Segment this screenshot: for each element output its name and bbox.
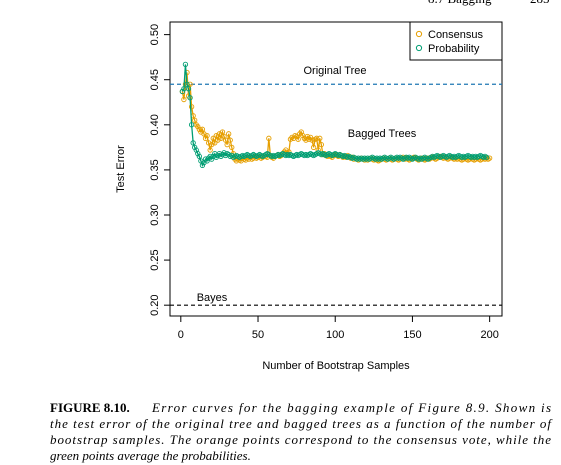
legend-marker [415, 30, 423, 38]
point [187, 95, 193, 101]
point [190, 140, 196, 146]
y-tick-label: 0.45 [149, 69, 161, 90]
y-tick-label: 0.30 [149, 204, 161, 225]
y-tick-label: 0.25 [149, 249, 161, 270]
point [209, 156, 215, 162]
plot-frame [169, 21, 503, 317]
caption-line: Error curves for the bagging example of … [151, 400, 551, 415]
point [202, 135, 209, 141]
y-axis-label: Test Error [115, 145, 127, 193]
point [199, 126, 206, 132]
point [219, 129, 226, 135]
point [286, 149, 292, 155]
caption-line: the test error of the original tree and … [50, 416, 553, 431]
annotation: Original Tree [304, 65, 367, 77]
point [188, 104, 195, 110]
annotation: Bayes [197, 292, 228, 304]
page-number: 285 [530, 0, 550, 6]
x-tick-label: 200 [480, 329, 498, 341]
running-header: 8.7 Bagging [428, 0, 492, 6]
point [182, 61, 189, 68]
legend: Consensus Probability [409, 21, 503, 61]
legend-marker [415, 44, 423, 52]
point [229, 144, 235, 151]
point [227, 137, 233, 143]
x-tick-label: 0 [178, 329, 184, 341]
caption-line: bootstrap samples. The orange points cor… [50, 432, 551, 447]
x-tick-label: 50 [252, 329, 264, 341]
annotation: Bagged Trees [348, 128, 417, 140]
x-tick-label: 150 [403, 329, 421, 341]
point [483, 154, 490, 160]
point [317, 135, 323, 141]
point [210, 135, 216, 141]
point [179, 88, 186, 95]
point [181, 96, 187, 103]
point [188, 122, 195, 128]
point [293, 133, 300, 140]
point [310, 144, 317, 151]
point [207, 153, 213, 160]
point [304, 133, 311, 140]
legend-box [409, 21, 503, 61]
point [196, 126, 202, 132]
point [221, 150, 227, 156]
y-tick-label: 0.20 [149, 294, 161, 315]
point [307, 134, 314, 141]
point [486, 155, 493, 161]
caption-line: green points average the probabilities. [50, 448, 251, 463]
point [318, 142, 324, 148]
x-tick-label: 100 [326, 329, 344, 341]
series-line [181, 72, 490, 162]
point [204, 132, 210, 139]
point [226, 131, 232, 137]
point [196, 153, 202, 160]
point [314, 135, 320, 141]
point [195, 151, 201, 157]
point [309, 137, 315, 143]
point [207, 147, 213, 153]
point [224, 142, 230, 148]
legend-label: Probability [428, 43, 480, 55]
y-tick-label: 0.40 [149, 114, 161, 135]
point [187, 81, 193, 87]
point [204, 158, 210, 164]
y-tick-label: 0.35 [149, 159, 161, 180]
series-line [181, 64, 487, 167]
point [192, 144, 198, 151]
point [192, 117, 198, 123]
point [195, 123, 201, 130]
point [212, 140, 218, 146]
legend-label: Consensus [428, 29, 484, 41]
point [266, 135, 272, 141]
point [185, 86, 192, 92]
x-axis-label: Number of Bootstrap Samples [262, 360, 410, 372]
caption-label: FIGURE 8.10. [50, 400, 130, 415]
point [295, 136, 301, 142]
point [184, 81, 190, 87]
y-tick-label: 0.50 [149, 24, 161, 45]
point [199, 162, 206, 169]
